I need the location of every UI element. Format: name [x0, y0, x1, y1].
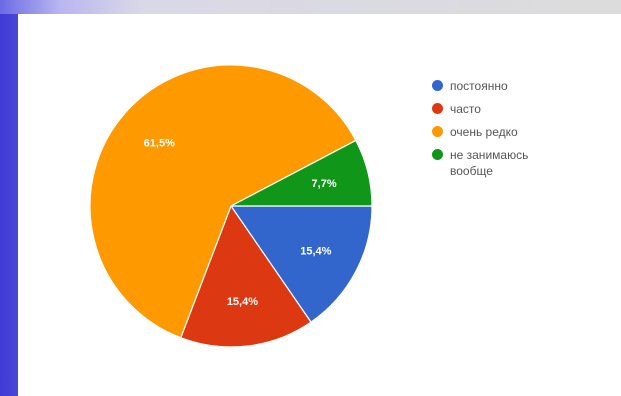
legend-swatch — [432, 126, 443, 137]
slice-value-label: 61,5% — [144, 137, 175, 149]
legend-swatch — [432, 80, 443, 91]
pie-chart: 15,4% 15,4% 61,5% 7,7% — [89, 64, 373, 348]
slice-ne-zanimayus[interactable] — [230, 139, 373, 207]
legend-item-chasto[interactable]: часто — [432, 101, 592, 117]
legend-item-postoyanno[interactable]: постоянно — [432, 78, 592, 94]
legend: постоянно часто очень редко не занимаюсь… — [432, 78, 592, 186]
legend-swatch — [432, 149, 443, 160]
legend-label: очень редко — [450, 125, 518, 139]
slice-value-label: 7,7% — [312, 178, 337, 190]
slice-value-label: 15,4% — [227, 296, 258, 308]
legend-label: часто — [450, 102, 481, 116]
slice-ochen-redko[interactable] — [89, 64, 357, 339]
top-strip — [0, 0, 621, 14]
slice-chasto[interactable] — [179, 204, 312, 348]
slice-value-label: 15,4% — [300, 246, 331, 258]
legend-swatch — [432, 103, 443, 114]
legend-label: не занимаюсь вообще — [450, 148, 529, 178]
legend-item-ne-zanimayus[interactable]: не занимаюсь вообще — [432, 147, 592, 179]
chart-card: 15,4% 15,4% 61,5% 7,7% постоянно часто очен… — [18, 14, 621, 396]
slice-postoyanno[interactable] — [229, 205, 373, 323]
legend-label: постоянно — [450, 79, 508, 93]
legend-item-ochen-redko[interactable]: очень редко — [432, 124, 592, 140]
